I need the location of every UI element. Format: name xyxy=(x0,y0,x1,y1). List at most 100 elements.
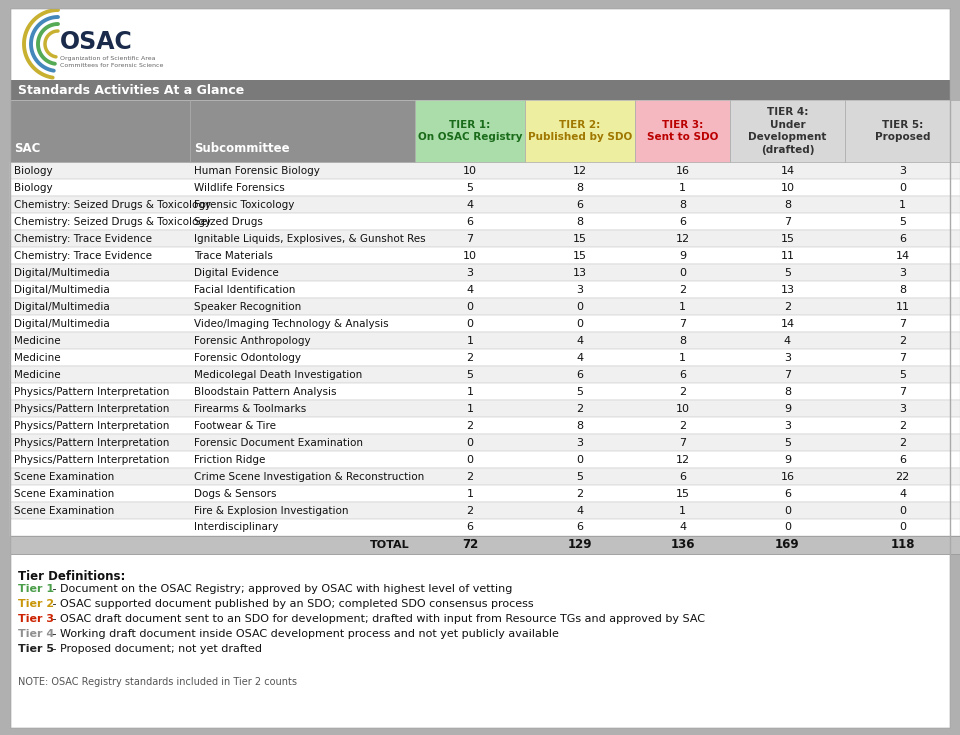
Text: TIER 4:
Under
Development
(drafted): TIER 4: Under Development (drafted) xyxy=(748,107,827,154)
Bar xyxy=(10,264,960,281)
Text: Chemistry: Seized Drugs & Toxicology: Chemistry: Seized Drugs & Toxicology xyxy=(14,217,211,226)
Text: Tier 5: Tier 5 xyxy=(18,644,54,654)
Text: 6: 6 xyxy=(467,217,473,226)
Text: Seized Drugs: Seized Drugs xyxy=(194,217,263,226)
Text: - OSAC supported document published by an SDO; completed SDO consensus process: - OSAC supported document published by a… xyxy=(49,599,534,609)
Text: Digital/Multimedia: Digital/Multimedia xyxy=(14,318,109,329)
Bar xyxy=(10,332,960,349)
Text: 1: 1 xyxy=(679,506,686,515)
Bar xyxy=(10,162,960,179)
Text: 5: 5 xyxy=(784,268,791,278)
Text: 10: 10 xyxy=(463,251,477,260)
Text: Speaker Recognition: Speaker Recognition xyxy=(194,301,301,312)
Text: 8: 8 xyxy=(679,199,686,209)
Text: 0: 0 xyxy=(784,523,791,532)
Bar xyxy=(10,247,960,264)
Text: Crime Scene Investigation & Reconstruction: Crime Scene Investigation & Reconstructi… xyxy=(194,471,424,481)
Text: 1: 1 xyxy=(679,301,686,312)
Text: 22: 22 xyxy=(896,471,910,481)
Text: TIER 2:
Published by SDO: TIER 2: Published by SDO xyxy=(528,120,632,142)
Text: Firearms & Toolmarks: Firearms & Toolmarks xyxy=(194,404,306,414)
Text: 14: 14 xyxy=(780,318,795,329)
Bar xyxy=(10,366,960,383)
Text: - Document on the OSAC Registry; approved by OSAC with highest level of vetting: - Document on the OSAC Registry; approve… xyxy=(49,584,513,594)
Text: 2: 2 xyxy=(899,335,906,345)
Text: Human Forensic Biology: Human Forensic Biology xyxy=(194,165,320,176)
Text: 0: 0 xyxy=(679,268,686,278)
Text: TIER 1:
On OSAC Registry: TIER 1: On OSAC Registry xyxy=(418,120,522,142)
Text: 0: 0 xyxy=(899,523,906,532)
Text: 2: 2 xyxy=(467,471,473,481)
Text: Forensic Document Examination: Forensic Document Examination xyxy=(194,437,363,448)
Text: 2: 2 xyxy=(784,301,791,312)
Bar xyxy=(10,383,960,400)
Text: Digital/Multimedia: Digital/Multimedia xyxy=(14,284,109,295)
Text: 5: 5 xyxy=(467,182,473,193)
Text: Digital/Multimedia: Digital/Multimedia xyxy=(14,301,109,312)
Text: 4: 4 xyxy=(467,199,473,209)
Bar xyxy=(10,298,960,315)
Text: Physics/Pattern Interpretation: Physics/Pattern Interpretation xyxy=(14,420,169,431)
Text: Fire & Explosion Investigation: Fire & Explosion Investigation xyxy=(194,506,348,515)
Text: 8: 8 xyxy=(576,217,584,226)
Text: Wildlife Forensics: Wildlife Forensics xyxy=(194,182,285,193)
Text: 12: 12 xyxy=(676,234,689,243)
Bar xyxy=(10,213,960,230)
Text: 4: 4 xyxy=(784,335,791,345)
Text: 7: 7 xyxy=(784,217,791,226)
Text: Scene Examination: Scene Examination xyxy=(14,506,114,515)
Text: 2: 2 xyxy=(899,420,906,431)
Text: 0: 0 xyxy=(467,318,473,329)
Text: 1: 1 xyxy=(679,353,686,362)
Text: Standards Activities At a Glance: Standards Activities At a Glance xyxy=(18,84,244,96)
Text: Tier Definitions:: Tier Definitions: xyxy=(18,570,126,583)
Text: 2: 2 xyxy=(576,489,584,498)
Text: 9: 9 xyxy=(784,404,791,414)
Bar xyxy=(415,100,525,162)
Text: 6: 6 xyxy=(679,471,686,481)
Text: Physics/Pattern Interpretation: Physics/Pattern Interpretation xyxy=(14,437,169,448)
Text: - OSAC draft document sent to an SDO for development; drafted with input from Re: - OSAC draft document sent to an SDO for… xyxy=(49,614,705,624)
Text: 8: 8 xyxy=(576,182,584,193)
Text: 8: 8 xyxy=(784,199,791,209)
Text: 3: 3 xyxy=(899,268,906,278)
Text: 0: 0 xyxy=(577,301,584,312)
Bar xyxy=(10,230,960,247)
Text: 7: 7 xyxy=(899,318,906,329)
Text: 1: 1 xyxy=(467,404,473,414)
Text: Organization of Scientific Area
Committees for Forensic Science: Organization of Scientific Area Committe… xyxy=(60,56,163,68)
Text: 136: 136 xyxy=(670,539,695,551)
Text: 7: 7 xyxy=(899,353,906,362)
Text: 8: 8 xyxy=(784,387,791,396)
Text: 2: 2 xyxy=(467,353,473,362)
Text: Friction Ridge: Friction Ridge xyxy=(194,454,265,465)
Text: 4: 4 xyxy=(899,489,906,498)
Text: Medicine: Medicine xyxy=(14,353,60,362)
Text: Tier 4: Tier 4 xyxy=(18,629,55,639)
Bar xyxy=(10,519,960,536)
Text: 16: 16 xyxy=(676,165,689,176)
Text: 5: 5 xyxy=(899,370,906,379)
Text: 8: 8 xyxy=(576,420,584,431)
Text: - Proposed document; not yet drafted: - Proposed document; not yet drafted xyxy=(49,644,262,654)
Text: 9: 9 xyxy=(784,454,791,465)
Text: 0: 0 xyxy=(467,301,473,312)
Bar xyxy=(10,100,190,162)
Text: 6: 6 xyxy=(577,370,584,379)
Text: Physics/Pattern Interpretation: Physics/Pattern Interpretation xyxy=(14,387,169,396)
Text: Digital/Multimedia: Digital/Multimedia xyxy=(14,268,109,278)
Text: 6: 6 xyxy=(784,489,791,498)
Text: Dogs & Sensors: Dogs & Sensors xyxy=(194,489,276,498)
Text: Subcommittee: Subcommittee xyxy=(194,142,290,155)
Text: 10: 10 xyxy=(780,182,795,193)
Text: 0: 0 xyxy=(899,506,906,515)
Bar xyxy=(10,179,960,196)
Text: 6: 6 xyxy=(899,234,906,243)
Text: 15: 15 xyxy=(573,251,587,260)
Text: Tier 1: Tier 1 xyxy=(18,584,54,594)
Text: 8: 8 xyxy=(899,284,906,295)
Text: 0: 0 xyxy=(577,454,584,465)
Text: SAC: SAC xyxy=(14,142,40,155)
Text: TIER 5:
Proposed: TIER 5: Proposed xyxy=(875,120,930,142)
Bar xyxy=(190,100,415,162)
